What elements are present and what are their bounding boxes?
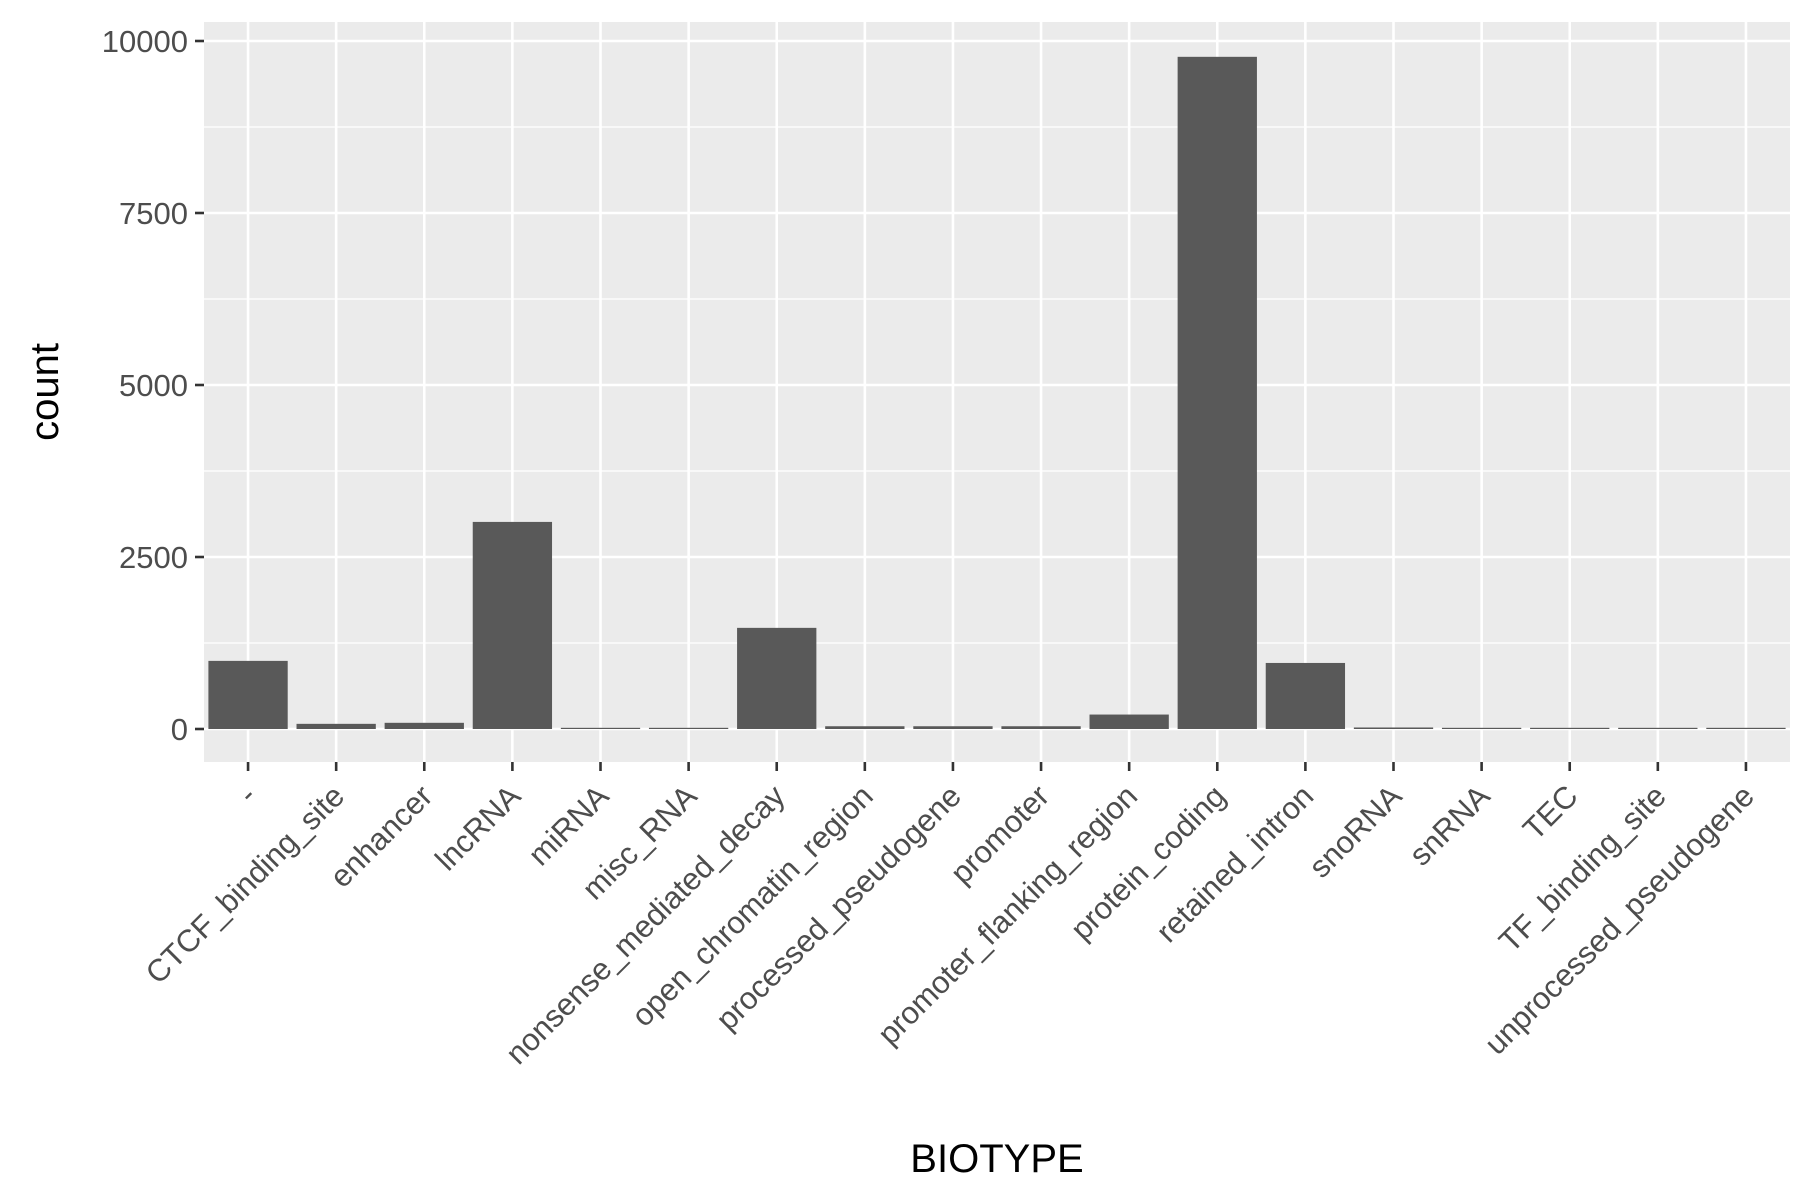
x-tick-label: CTCF_binding_site bbox=[139, 778, 351, 990]
bar bbox=[384, 722, 464, 729]
bar bbox=[1441, 727, 1522, 729]
bar bbox=[208, 660, 288, 729]
y-axis: 0 2500 5000 7500 10000 bbox=[102, 24, 204, 747]
y-tick-label: 7500 bbox=[119, 196, 188, 231]
x-tick-label: TEC bbox=[1516, 778, 1585, 847]
bar bbox=[1530, 727, 1610, 729]
bars bbox=[208, 56, 1786, 730]
y-tick-label: 0 bbox=[171, 712, 188, 747]
x-axis-title: BIOTYPE bbox=[910, 1137, 1083, 1181]
y-axis-title: count bbox=[23, 343, 67, 441]
bar bbox=[913, 726, 993, 729]
bar bbox=[560, 727, 641, 729]
y-tick-label: 10000 bbox=[102, 24, 188, 59]
x-tick-label: retained_intron bbox=[1149, 778, 1320, 949]
major-gridlines bbox=[204, 22, 1790, 762]
bar bbox=[648, 727, 729, 729]
bar bbox=[1177, 56, 1257, 730]
y-tick-label: 2500 bbox=[119, 540, 188, 575]
x-tick-label: - bbox=[231, 778, 263, 810]
bar bbox=[1089, 714, 1169, 729]
panel-background bbox=[204, 22, 1790, 762]
y-tick-label: 5000 bbox=[119, 368, 188, 403]
bar bbox=[1265, 662, 1346, 729]
x-tick-label: snRNA bbox=[1402, 778, 1496, 872]
bar bbox=[1001, 726, 1081, 729]
minor-gridlines bbox=[204, 126, 1790, 644]
bar bbox=[296, 723, 376, 729]
x-tick-label: snoRNA bbox=[1302, 778, 1409, 885]
x-tick-label: protein_coding bbox=[1064, 778, 1233, 947]
x-tick-label: lncRNA bbox=[428, 778, 527, 877]
bar bbox=[1353, 727, 1434, 729]
bar bbox=[1706, 727, 1786, 729]
bar bbox=[737, 627, 817, 729]
bar bbox=[825, 726, 905, 729]
x-axis: -CTCF_binding_siteenhancerlncRNAmiRNAmis… bbox=[139, 762, 1761, 1071]
bar bbox=[472, 521, 553, 729]
bar bbox=[1618, 727, 1698, 729]
